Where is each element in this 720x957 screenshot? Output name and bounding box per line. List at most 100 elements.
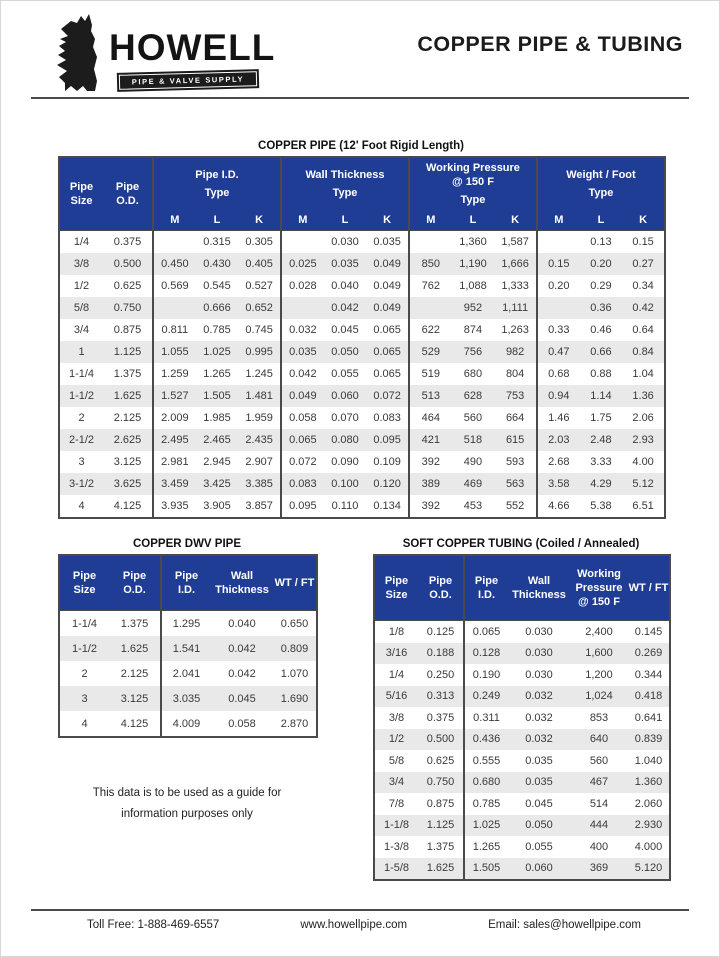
- table-cell: 0.305: [238, 230, 281, 253]
- soft-tubing-table-body: 1/8 0.125 0.065 0.030 2,400 0.145 3/16 0.188 0.1…: [374, 620, 670, 880]
- table-cell: 2.465: [195, 429, 239, 451]
- table-row: 5/8 0.625 0.555 0.035 560 1.040: [374, 750, 670, 772]
- table-cell: 5.12: [622, 473, 665, 495]
- table-cell: 0.315: [195, 230, 239, 253]
- cell-pipe-size: 1-1/2: [59, 636, 109, 661]
- table-cell: 0.072: [366, 385, 409, 407]
- cell-pipe-size: 3/4: [59, 319, 103, 341]
- group-header-weight-foot: Weight / Foot Type: [535, 157, 665, 210]
- table-cell: 1.46: [535, 407, 580, 429]
- table-cell: 0.46: [579, 319, 623, 341]
- cell-pipe-size: 3/16: [374, 642, 418, 664]
- table-cell: 2,400: [570, 620, 628, 643]
- table-cell: 0.083: [280, 473, 324, 495]
- table-cell: 0.68: [535, 363, 580, 385]
- table-cell: 2.06: [622, 407, 665, 429]
- table-cell: 1.375: [103, 363, 153, 385]
- table-cell: 628: [451, 385, 495, 407]
- table-cell: 1.625: [109, 636, 161, 661]
- table-cell: [280, 230, 324, 253]
- table-row: 2 2.125 2.009 1.985 1.959 0.058 0.070 0.083 464 5…: [59, 407, 665, 429]
- table-cell: 1.025: [463, 814, 508, 836]
- table-cell: 1.265: [463, 836, 508, 858]
- table-cell: 0.249: [463, 685, 508, 707]
- table-cell: 0.88: [579, 363, 623, 385]
- table-cell: 0.030: [508, 642, 570, 664]
- table-cell: 2.435: [238, 429, 281, 451]
- copper-pipe-section: COPPER PIPE (12' Foot Rigid Length) Pipe…: [58, 140, 666, 519]
- table-cell: [535, 297, 580, 319]
- table-cell: 2.041: [160, 661, 211, 686]
- table-cell: 2.125: [109, 661, 161, 686]
- table-cell: 0.745: [238, 319, 281, 341]
- cell-pipe-size: 4: [59, 711, 109, 737]
- cell-pipe-size: 3/8: [374, 707, 418, 729]
- footer: Toll Free: 1-888-469-6557 www.howellpipe…: [31, 919, 689, 931]
- table-cell: 2.009: [152, 407, 196, 429]
- table-cell: 453: [451, 495, 495, 518]
- table-row: 3/16 0.188 0.128 0.030 1,600 0.269: [374, 642, 670, 664]
- table-cell: 0.050: [323, 341, 367, 363]
- cell-pipe-size: 1-1/4: [59, 363, 103, 385]
- table-cell: 0.27: [622, 253, 665, 275]
- table-cell: 1.375: [109, 610, 161, 636]
- table-cell: 0.028: [280, 275, 324, 297]
- table-cell: 0.190: [463, 664, 508, 686]
- col-header-wt-ft: WT / FT: [273, 555, 317, 611]
- cell-pipe-size: 5/8: [59, 297, 103, 319]
- table-row: 1-1/2 1.625 1.527 1.505 1.481 0.049 0.060 0.072…: [59, 385, 665, 407]
- subheader-k: K: [238, 210, 281, 231]
- brand-logo: HOWELL PIPE & VALVE SUPPLY: [47, 13, 274, 97]
- table-row: 1-1/2 1.625 1.541 0.042 0.809: [59, 636, 317, 661]
- col-header-wall-thickness: Wall Thickness: [211, 555, 273, 611]
- table-row: 1-1/4 1.375 1.295 0.040 0.650: [59, 610, 317, 636]
- cell-pipe-size: 5/16: [374, 685, 418, 707]
- table-cell: 0.500: [418, 728, 464, 750]
- table-cell: 0.569: [152, 275, 196, 297]
- table-cell: 850: [407, 253, 452, 275]
- table-cell: 0.750: [418, 771, 464, 793]
- subheader-k: K: [622, 210, 665, 231]
- dwv-table: Pipe Size Pipe O.D. Pipe I.D. Wall Thick…: [58, 554, 318, 738]
- subheader-k: K: [494, 210, 537, 231]
- table-cell: 0.072: [280, 451, 324, 473]
- col-header-pipe-size: Pipe Size: [59, 555, 109, 611]
- table-cell: 1.375: [418, 836, 464, 858]
- table-cell: 0.875: [103, 319, 153, 341]
- table-cell: 1,263: [494, 319, 537, 341]
- table-cell: 1.360: [628, 771, 670, 793]
- table-cell: 563: [494, 473, 537, 495]
- table-cell: 0.055: [323, 363, 367, 385]
- table-cell: 0.375: [103, 230, 153, 253]
- table-row: 1-1/8 1.125 1.025 0.050 444 2.930: [374, 814, 670, 836]
- table-cell: 0.29: [579, 275, 623, 297]
- table-cell: 1.541: [160, 636, 211, 661]
- footer-website[interactable]: www.howellpipe.com: [300, 919, 408, 931]
- table-cell: 552: [494, 495, 537, 518]
- table-cell: 0.065: [280, 429, 324, 451]
- table-cell: 0.055: [508, 836, 570, 858]
- table-cell: [152, 230, 196, 253]
- table-cell: 0.042: [280, 363, 324, 385]
- table-cell: 1.265: [195, 363, 239, 385]
- table-cell: 4.125: [103, 495, 153, 518]
- table-cell: 514: [570, 793, 628, 815]
- table-cell: 0.64: [622, 319, 665, 341]
- table-row: 4 4.125 4.009 0.058 2.870: [59, 711, 317, 737]
- cell-pipe-size: 1-3/8: [374, 836, 418, 858]
- table-cell: 1.245: [238, 363, 281, 385]
- table-cell: 952: [451, 297, 495, 319]
- table-row: 1-3/8 1.375 1.265 0.055 400 4.000: [374, 836, 670, 858]
- table-cell: 0.418: [628, 685, 670, 707]
- footer-email[interactable]: Email: sales@howellpipe.com: [488, 919, 641, 931]
- table-cell: 513: [407, 385, 452, 407]
- table-cell: 0.36: [579, 297, 623, 319]
- table-cell: 0.090: [323, 451, 367, 473]
- cell-pipe-size: 1/2: [59, 275, 103, 297]
- soft-tubing-table: Pipe Size Pipe O.D. Pipe I.D. Wall Thick…: [373, 554, 671, 881]
- table-cell: 4.66: [535, 495, 580, 518]
- table-row: 3 3.125 2.981 2.945 2.907 0.072 0.090 0.109 392 4…: [59, 451, 665, 473]
- table-cell: 2.945: [195, 451, 239, 473]
- cell-pipe-size: 3: [59, 686, 109, 711]
- table-cell: 2.625: [103, 429, 153, 451]
